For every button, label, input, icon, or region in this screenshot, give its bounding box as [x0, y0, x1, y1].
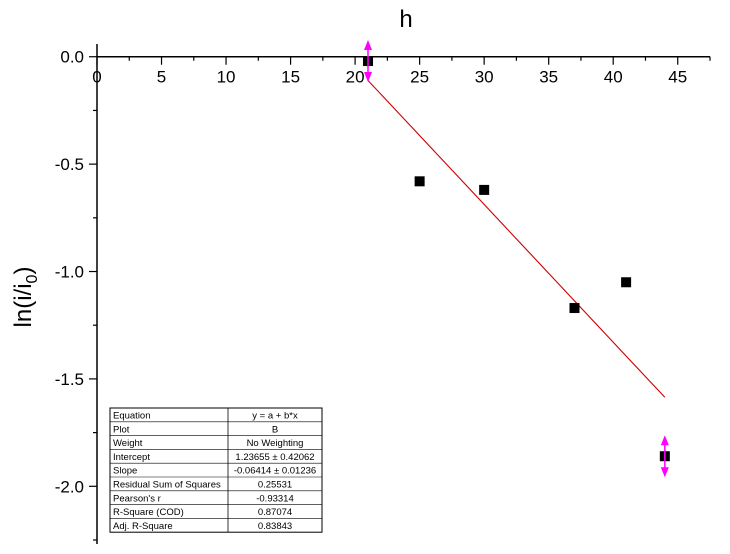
- x-tick-label: 0: [92, 68, 101, 87]
- data-point: [621, 277, 632, 288]
- y-axis-title-close: ): [10, 267, 37, 275]
- x-ticks: 0 5 10 15 20 25 30 35 40 45: [92, 56, 711, 87]
- y-tick-label: -0.5: [55, 155, 84, 174]
- y-axis-title-subscript: 0: [24, 274, 41, 283]
- data-points: [363, 56, 670, 462]
- range-marker-arrow-up: [660, 435, 669, 446]
- stats-table-frame: [109, 407, 323, 533]
- stats-table-value: y = a + b*x: [252, 411, 298, 422]
- x-tick-label: 5: [157, 68, 166, 87]
- range-markers: [364, 40, 669, 478]
- y-tick-label: 0.0: [60, 48, 84, 67]
- stats-table-label: R-Square (COD): [113, 507, 184, 518]
- stats-table-label: Weight: [113, 438, 143, 449]
- data-point: [569, 303, 580, 314]
- range-marker-arrow-up: [364, 40, 373, 51]
- range-marker: [660, 435, 669, 478]
- range-marker-arrow-down: [660, 467, 669, 478]
- y-ticks: 0.0 -0.5 -1.0 -1.5 -2.0: [55, 48, 97, 541]
- stats-table-value: -0.06414 ± 0.01236: [234, 466, 316, 477]
- stats-table-label: Intercept: [113, 452, 150, 463]
- range-marker: [364, 40, 373, 83]
- x-tick-label: 10: [217, 68, 236, 87]
- y-axis-title-main: ln(i/i: [10, 283, 37, 327]
- x-tick-label: 45: [668, 68, 687, 87]
- fit-line-group: [367, 80, 666, 398]
- y-tick-label: -2.0: [55, 477, 84, 496]
- x-tick-label: 20: [346, 68, 365, 87]
- stats-table-value: 0.83843: [258, 521, 292, 532]
- stats-table-value: 1.23655 ± 0.42062: [235, 452, 314, 463]
- stats-table-label: Residual Sum of Squares: [113, 480, 221, 491]
- axes: [96, 44, 710, 544]
- x-tick-label: 40: [604, 68, 623, 87]
- y-axis-title: ln(i/i0): [10, 267, 41, 328]
- data-point: [414, 176, 425, 187]
- fit-line: [367, 80, 666, 398]
- data-point: [479, 184, 490, 195]
- y-tick-label: -1.5: [55, 370, 84, 389]
- x-tick-label: 15: [281, 68, 300, 87]
- stats-table-value: 0.25531: [258, 480, 292, 491]
- x-tick-label: 35: [539, 68, 558, 87]
- range-marker-arrow-down: [364, 72, 373, 83]
- x-tick-label: 25: [410, 68, 429, 87]
- stats-table-label: Plot: [113, 424, 130, 435]
- stats-table-value: B: [272, 424, 278, 435]
- x-tick-label: 30: [475, 68, 494, 87]
- stats-table-label: Slope: [113, 466, 137, 477]
- y-tick-label: -1.0: [55, 263, 84, 282]
- stats-table-label: Adj. R-Square: [113, 521, 173, 532]
- stats-table-label: Equation: [113, 411, 151, 422]
- stats-table-value: No Weighting: [247, 438, 304, 449]
- stats-table-value: 0.87074: [258, 507, 292, 518]
- stats-table-value: -0.93314: [256, 493, 294, 504]
- x-axis-title: h: [399, 6, 412, 33]
- fit-stats-table: Equation y = a + b*x Plot B Weight No Weighti…: [109, 407, 323, 533]
- stats-table-label: Pearson's r: [113, 493, 161, 504]
